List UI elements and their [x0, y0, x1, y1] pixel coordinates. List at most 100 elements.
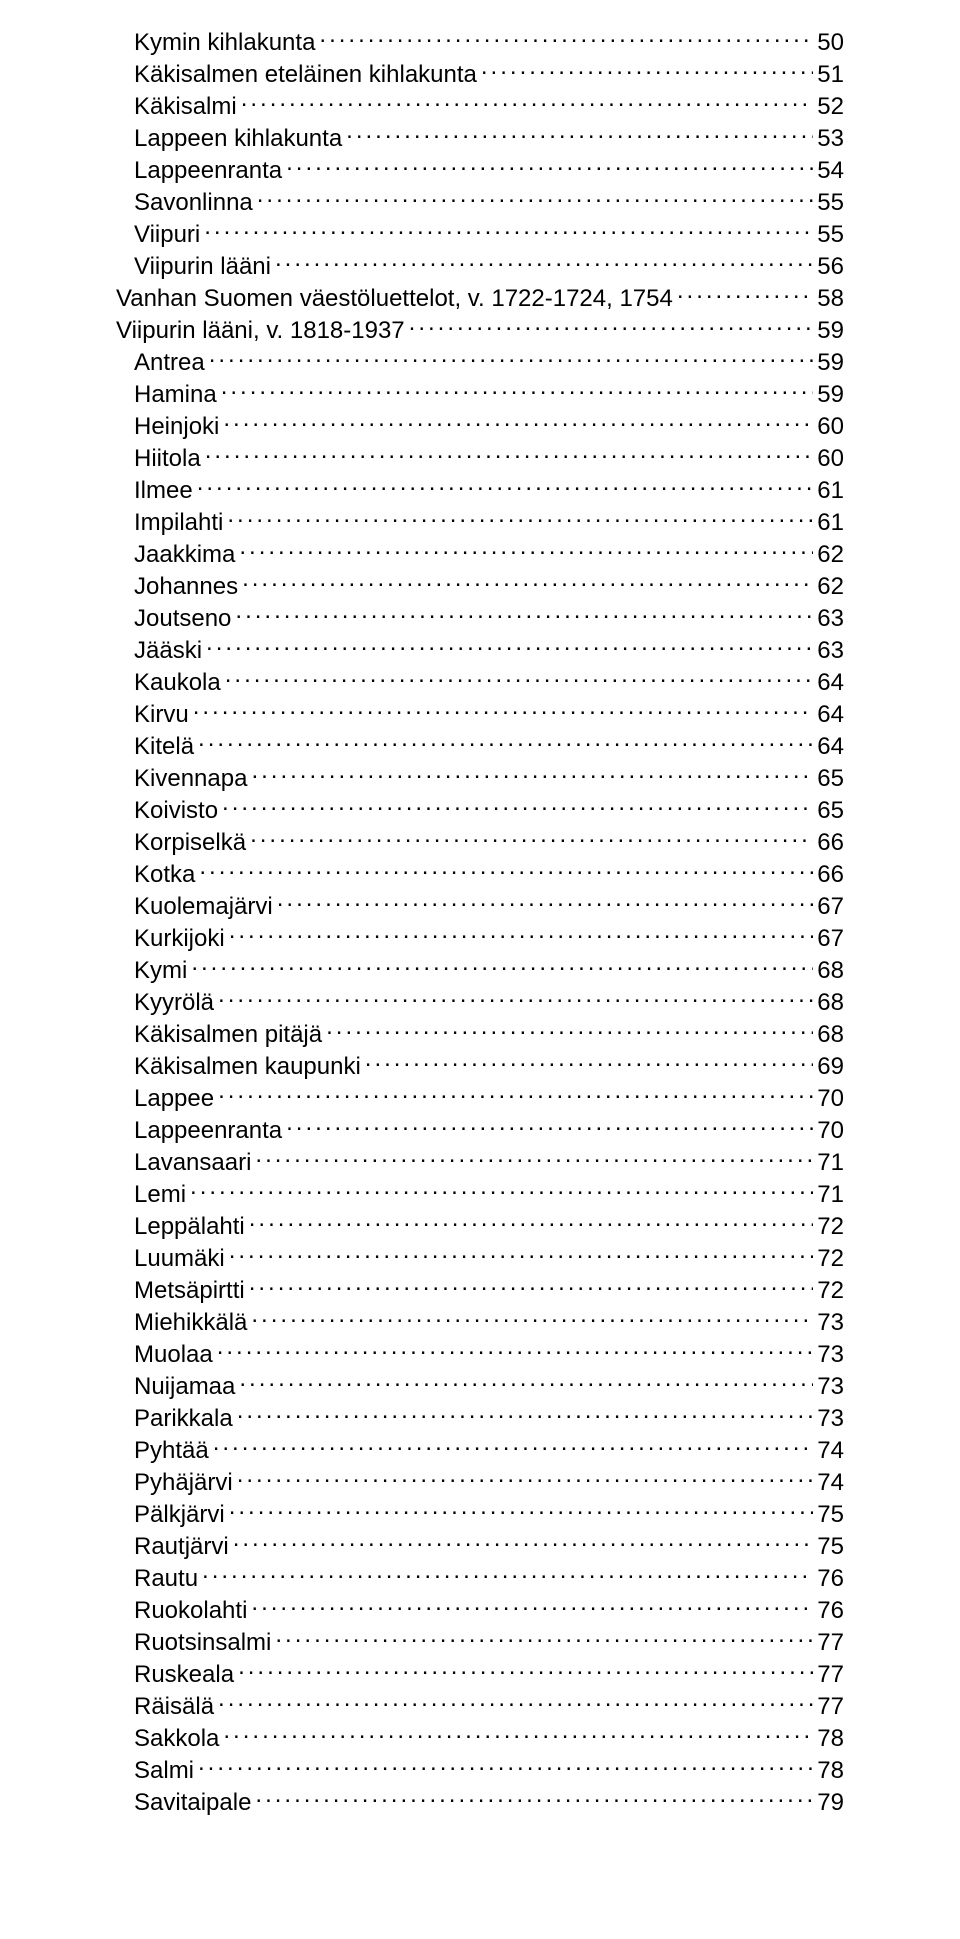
toc-line: Ilmee61	[116, 474, 844, 506]
toc-page-number: 77	[817, 1660, 844, 1690]
toc-leader-dots	[233, 1530, 814, 1554]
toc-line: Kaukola 64	[116, 666, 844, 698]
toc-line: Lemi71	[116, 1178, 844, 1210]
toc-label: Lavansaari	[134, 1148, 251, 1178]
toc-page-number: 69	[817, 1052, 844, 1082]
toc-page-number: 73	[817, 1308, 844, 1338]
toc-page-number: 58	[817, 284, 844, 314]
toc-line: Jääski63	[116, 634, 844, 666]
toc-leader-dots	[193, 698, 814, 722]
toc-line: Kuolemajärvi67	[116, 890, 844, 922]
toc-label: Miehikkälä	[134, 1308, 247, 1338]
toc-line: Joutseno63	[116, 602, 844, 634]
toc-label: Savitaipale	[134, 1788, 251, 1818]
toc-line: Koivisto 65	[116, 794, 844, 826]
toc-leader-dots	[286, 154, 813, 178]
toc-page-number: 64	[817, 668, 844, 698]
toc-page-number: 73	[817, 1372, 844, 1402]
toc-label: Vanhan Suomen väestöluettelot, v. 1722-1…	[116, 284, 673, 314]
toc-line: Hiitola60	[116, 442, 844, 474]
toc-leader-dots	[250, 826, 813, 850]
toc-label: Räisälä	[134, 1692, 214, 1722]
toc-leader-dots	[218, 986, 813, 1010]
toc-leader-dots	[209, 346, 814, 370]
toc-label: Lappee	[134, 1084, 214, 1114]
toc-line: Kotka66	[116, 858, 844, 890]
toc-leader-dots	[217, 1338, 814, 1362]
toc-line: Savitaipale 79	[116, 1786, 844, 1818]
toc-page-number: 71	[817, 1148, 844, 1178]
toc-leader-dots	[199, 858, 813, 882]
toc-line: Johannes62	[116, 570, 844, 602]
toc-page-number: 68	[817, 988, 844, 1018]
toc-page-number: 76	[817, 1564, 844, 1594]
toc-label: Pyhäjärvi	[134, 1468, 233, 1498]
toc-line: Käkisalmen pitäjä68	[116, 1018, 844, 1050]
toc-label: Salmi	[134, 1756, 194, 1786]
toc-line: Ruotsinsalmi77	[116, 1626, 844, 1658]
toc-label: Kirvu	[134, 700, 189, 730]
toc-leader-dots	[223, 410, 813, 434]
toc-line: Kymi68	[116, 954, 844, 986]
toc-page-number: 64	[817, 732, 844, 762]
toc-leader-dots	[249, 1210, 814, 1234]
toc-label: Pälkjärvi	[134, 1500, 225, 1530]
toc-label: Antrea	[134, 348, 205, 378]
toc-line: Käkisalmi52	[116, 90, 844, 122]
toc-leader-dots	[222, 794, 813, 818]
toc-label: Koivisto	[134, 796, 218, 826]
toc-label: Ruotsinsalmi	[134, 1628, 271, 1658]
toc-line: Lappee 70	[116, 1082, 844, 1114]
toc-leader-dots	[239, 1370, 813, 1394]
toc-page-number: 62	[817, 572, 844, 602]
toc-leader-dots	[242, 570, 813, 594]
toc-label: Nuijamaa	[134, 1372, 235, 1402]
toc-leader-dots	[286, 1114, 813, 1138]
toc-label: Kymi	[134, 956, 187, 986]
toc-page-number: 61	[817, 476, 844, 506]
toc-leader-dots	[677, 282, 813, 306]
toc-leader-dots	[198, 730, 813, 754]
toc-page-number: 74	[817, 1468, 844, 1498]
toc-page-number: 70	[817, 1084, 844, 1114]
toc-page-number: 65	[817, 796, 844, 826]
toc-label: Leppälahti	[134, 1212, 245, 1242]
toc-label: Kotka	[134, 860, 195, 890]
toc-line: Käkisalmen eteläinen kihlakunta51	[116, 58, 844, 90]
toc-page-number: 64	[817, 700, 844, 730]
toc-leader-dots	[277, 890, 814, 914]
toc-leader-dots	[205, 442, 814, 466]
toc-page-number: 52	[817, 92, 844, 122]
toc-label: Viipurin lääni, v. 1818-1937	[116, 316, 405, 346]
toc-label: Joutseno	[134, 604, 231, 634]
toc-line: Kitelä64	[116, 730, 844, 762]
toc-page-number: 53	[817, 124, 844, 154]
toc-line: Kirvu 64	[116, 698, 844, 730]
toc-label: Kaukola	[134, 668, 221, 698]
toc-label: Lappeen kihlakunta	[134, 124, 342, 154]
toc-page-number: 75	[817, 1500, 844, 1530]
toc-page-number: 60	[817, 412, 844, 442]
toc-page-number: 55	[817, 188, 844, 218]
toc-leader-dots	[221, 378, 814, 402]
toc-page-number: 67	[817, 924, 844, 954]
toc-leader-dots	[204, 218, 813, 242]
toc-leader-dots	[251, 762, 813, 786]
toc-label: Kivennapa	[134, 764, 247, 794]
toc-page-number: 79	[817, 1788, 844, 1818]
toc-page-number: 75	[817, 1532, 844, 1562]
toc-label: Rautu	[134, 1564, 198, 1594]
toc-leader-dots	[223, 1722, 813, 1746]
toc-label: Kymin kihlakunta	[134, 28, 315, 58]
toc-label: Luumäki	[134, 1244, 225, 1274]
toc-leader-dots	[218, 1082, 813, 1106]
toc-page-number: 72	[817, 1244, 844, 1274]
toc-leader-dots	[255, 1146, 813, 1170]
toc-page-number: 71	[817, 1180, 844, 1210]
toc-line: Viipuri55	[116, 218, 844, 250]
toc-label: Rautjärvi	[134, 1532, 229, 1562]
toc-line: Lappeen kihlakunta 53	[116, 122, 844, 154]
toc-label: Hamina	[134, 380, 217, 410]
toc-leader-dots	[326, 1018, 813, 1042]
toc-label: Parikkala	[134, 1404, 233, 1434]
